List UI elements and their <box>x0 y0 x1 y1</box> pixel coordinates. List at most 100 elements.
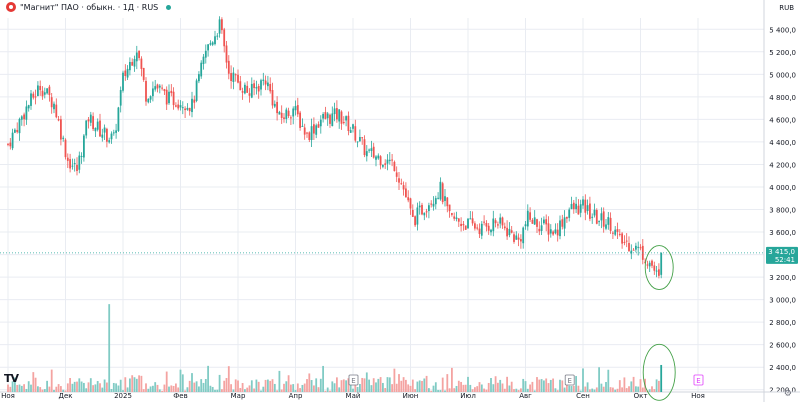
candle-body <box>632 249 635 251</box>
candle-body <box>158 85 161 88</box>
volume-bar <box>568 385 571 392</box>
candle-body <box>570 203 573 210</box>
volume-bar <box>179 369 182 392</box>
candle-body <box>469 218 472 220</box>
candle-body <box>172 91 175 106</box>
settings-icon[interactable]: ⚙ <box>783 389 792 399</box>
volume-bar <box>241 383 244 392</box>
candle-body <box>434 198 437 205</box>
candle-body <box>658 269 660 276</box>
candle-body <box>62 137 65 139</box>
volume-bar <box>582 368 584 392</box>
candle-body <box>230 73 232 81</box>
candle-body <box>331 113 334 127</box>
candle-body <box>347 115 350 131</box>
volume-bar <box>349 382 352 392</box>
volume-bar <box>375 382 377 392</box>
currency-label[interactable]: RUB <box>779 4 794 12</box>
candle-body <box>181 107 184 109</box>
candle-body <box>515 235 518 240</box>
volume-bar <box>632 376 635 392</box>
candle-body <box>595 210 598 224</box>
candle-body <box>623 241 626 243</box>
last-price-label: 3 415,0 <box>768 248 795 256</box>
volume-bar <box>342 379 345 392</box>
candle-body <box>375 156 377 160</box>
volume-bar <box>154 382 157 392</box>
candle-body <box>648 262 651 267</box>
volume-bar <box>37 386 39 392</box>
volume-bar <box>589 389 591 392</box>
tradingview-logo-icon[interactable]: TV <box>4 372 19 385</box>
candle-body <box>384 163 387 165</box>
volume-bar <box>641 387 644 392</box>
candle-body <box>430 203 433 205</box>
candle-body <box>202 56 205 65</box>
symbol-title[interactable]: "Магнит" ПАО · обыкн. · 1Д · RUS <box>20 2 159 12</box>
volume-bar <box>471 389 474 392</box>
volume-bar <box>363 378 366 392</box>
candle-body <box>154 86 157 90</box>
volume-bar <box>191 373 193 392</box>
candle-body <box>133 59 136 67</box>
candle-body <box>280 112 283 118</box>
volume-bar <box>172 385 175 392</box>
volume-bar <box>39 387 42 392</box>
candle-body <box>400 183 403 185</box>
volume-bar <box>365 372 368 392</box>
volume-bar <box>347 378 350 392</box>
candle-body <box>46 88 48 94</box>
volume-bar <box>324 390 327 392</box>
volume-bar <box>368 379 370 392</box>
volume-bar <box>453 388 456 392</box>
volume-bar <box>60 386 62 392</box>
candle-body <box>379 156 382 166</box>
candle-body <box>80 155 83 157</box>
candle-body <box>655 270 658 272</box>
volume-bar <box>451 367 453 392</box>
candle-body <box>499 217 502 224</box>
volume-bar <box>306 379 308 392</box>
volume-bar <box>225 378 228 392</box>
volume-bar <box>345 380 347 392</box>
volume-bar <box>400 380 403 392</box>
candle-body <box>533 217 536 225</box>
candle-body <box>490 229 492 233</box>
volume-bar <box>616 388 619 392</box>
candle-body <box>195 80 198 101</box>
candle-body <box>221 19 223 31</box>
candle-body <box>388 159 391 161</box>
volume-bar <box>467 376 469 392</box>
volume-bar <box>329 390 331 392</box>
volume-bar <box>142 389 145 392</box>
volume-bar <box>540 379 543 392</box>
volume-bar <box>211 386 214 392</box>
volume-bar <box>278 370 281 392</box>
candle-body <box>639 247 642 249</box>
earnings-event-marker <box>348 374 359 386</box>
candle-body <box>241 91 244 93</box>
candle-body <box>170 90 173 94</box>
candle-body <box>308 132 311 140</box>
candle-body <box>290 117 292 119</box>
candle-body <box>271 90 274 106</box>
candle-body <box>577 205 580 215</box>
candle-body <box>559 220 561 237</box>
highlight-ellipse-volume <box>642 343 676 401</box>
volume-bar <box>441 377 444 392</box>
volume-bar <box>221 389 223 392</box>
volume-bar <box>605 381 607 392</box>
candle-body <box>149 96 152 100</box>
candle-body <box>556 229 559 236</box>
candle-body <box>455 217 458 219</box>
candle-body <box>239 81 242 91</box>
volume-bar <box>30 384 32 392</box>
y-tick-label: 4 600,0 <box>769 116 796 124</box>
candle-body <box>163 89 166 92</box>
volume-bar <box>99 383 101 392</box>
volume-bar <box>483 388 485 392</box>
candle-body <box>497 224 499 226</box>
volume-bar <box>216 389 219 392</box>
volume-bar <box>522 378 525 392</box>
